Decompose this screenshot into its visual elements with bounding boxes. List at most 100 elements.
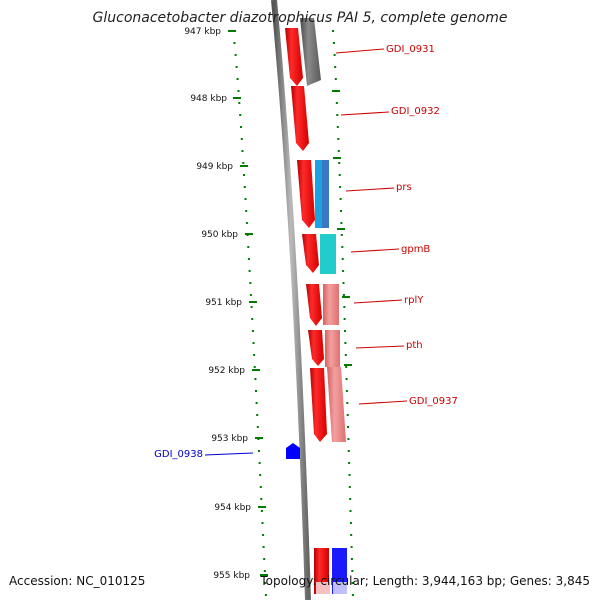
scale-dot (256, 426, 259, 428)
scale-dot (350, 546, 353, 548)
cds-box-gdi-0931[interactable] (300, 18, 321, 86)
scale-dot (351, 594, 354, 596)
gene-arrow-prs[interactable] (297, 160, 315, 228)
tick-label-954: 954 kbp (214, 503, 251, 513)
tick-label-955: 955 kbp (213, 571, 250, 581)
gene-arrow-gdi-0931[interactable] (285, 28, 303, 86)
scale-dot (336, 126, 339, 128)
scale-dot (349, 510, 352, 512)
scale-tick-labels: 947 kbp 948 kbp 949 kbp 950 kbp 951 kbp … (184, 27, 251, 581)
scale-dot (250, 306, 253, 308)
tick-label-952: 952 kbp (208, 366, 245, 376)
scale-dot (243, 186, 246, 188)
gene-arrow-gdi-0937[interactable] (310, 368, 327, 442)
scale-dot (254, 378, 257, 380)
gene-label-gpmB[interactable]: gpmB (401, 244, 430, 255)
leader-gdi-0932 (340, 111, 390, 116)
scale-dot (341, 246, 344, 248)
scale-dot (344, 330, 346, 332)
cds-box-rplY[interactable] (323, 284, 339, 325)
genome-backbone (271, 0, 311, 600)
scale-dot (238, 102, 241, 104)
label-leader-lines (204, 48, 408, 456)
scale-dot (252, 342, 255, 344)
scale-dot (258, 450, 260, 452)
scale-dot (343, 306, 346, 308)
scale-dot (240, 138, 243, 140)
gene-arrow-gdi-0938[interactable] (286, 443, 300, 459)
gene-label-gdi-0938[interactable]: GDI_0938 (154, 449, 203, 460)
cds-box-gpmB[interactable] (320, 234, 336, 274)
leader-pth (355, 345, 405, 349)
tick-label-951: 951 kbp (205, 298, 242, 308)
gene-label-pth[interactable]: pth (406, 340, 423, 351)
gene-label-gdi-0932[interactable]: GDI_0932 (391, 106, 440, 117)
gene-labels: GDI_0931 GDI_0932 prs gpmB rplY pth GDI_… (154, 44, 458, 460)
scale-dot (260, 510, 263, 512)
scale-dot (348, 462, 351, 464)
scale-dot (348, 486, 351, 488)
scale-dot (258, 462, 261, 464)
scale-dot (334, 78, 337, 80)
cds-box-prs-a[interactable] (315, 160, 323, 228)
tick-label-953: 953 kbp (211, 434, 248, 444)
scale-dot (346, 402, 349, 404)
scale-dot (243, 174, 245, 176)
cds-box-gdi-0937[interactable] (327, 367, 346, 442)
scale-dot (345, 378, 348, 380)
scale-dot (256, 414, 259, 416)
scale-dot (347, 426, 349, 428)
scale-dot (350, 558, 353, 560)
leader-rplY (353, 299, 403, 304)
scale-dot (240, 126, 242, 128)
scale-dot (248, 270, 251, 272)
scale-dots-left (232, 30, 267, 596)
scale-dot (233, 42, 236, 44)
scale-dot (342, 270, 345, 272)
scale-dot (251, 318, 254, 320)
scale-dot (351, 570, 354, 572)
scale-dot (333, 54, 336, 56)
scale-dot (344, 342, 347, 344)
scale-dot (244, 198, 247, 200)
gene-label-gdi-0937[interactable]: GDI_0937 (409, 396, 458, 407)
scale-dot (339, 198, 342, 200)
scale-dot (245, 210, 248, 212)
scale-dot (347, 438, 350, 440)
gene-arrow-gpmB[interactable] (302, 234, 319, 273)
scale-dot (264, 594, 267, 596)
scale-dot (245, 222, 248, 224)
gene-arrow-pth[interactable] (308, 330, 324, 366)
scale-dot (338, 174, 341, 176)
scale-dot (237, 90, 240, 92)
gene-label-rplY[interactable]: rplY (404, 295, 424, 306)
scale-dots-right (332, 30, 354, 596)
scale-dot (253, 366, 256, 368)
scale-dot (343, 318, 346, 320)
gene-arrow-gdi-0932[interactable] (291, 86, 309, 151)
cds-box-pth[interactable] (325, 330, 340, 367)
scale-dot (259, 486, 262, 488)
scale-dot (259, 474, 262, 476)
scale-dot (263, 558, 266, 560)
cds-box-bottom-faint[interactable] (316, 582, 330, 594)
tick-label-947: 947 kbp (184, 27, 221, 37)
scale-dot (332, 42, 335, 44)
cds-box-prs-b[interactable] (322, 160, 329, 228)
scale-dot (340, 222, 343, 224)
gene-label-gdi-0931[interactable]: GDI_0931 (386, 44, 435, 55)
scale-dot (332, 30, 334, 32)
scale-dot (335, 102, 338, 104)
scale-dot (263, 570, 266, 572)
scale-ticks (228, 30, 352, 576)
scale-dot (338, 162, 341, 164)
scale-dot (249, 294, 252, 296)
cds-box-bottom-faint-blue[interactable] (333, 582, 347, 594)
scale-dot (261, 522, 264, 524)
scale-dot (350, 534, 353, 536)
gene-label-prs[interactable]: prs (396, 182, 412, 193)
gene-arrow-rplY[interactable] (306, 284, 322, 326)
scale-dot (337, 138, 340, 140)
scale-dot (247, 258, 250, 260)
